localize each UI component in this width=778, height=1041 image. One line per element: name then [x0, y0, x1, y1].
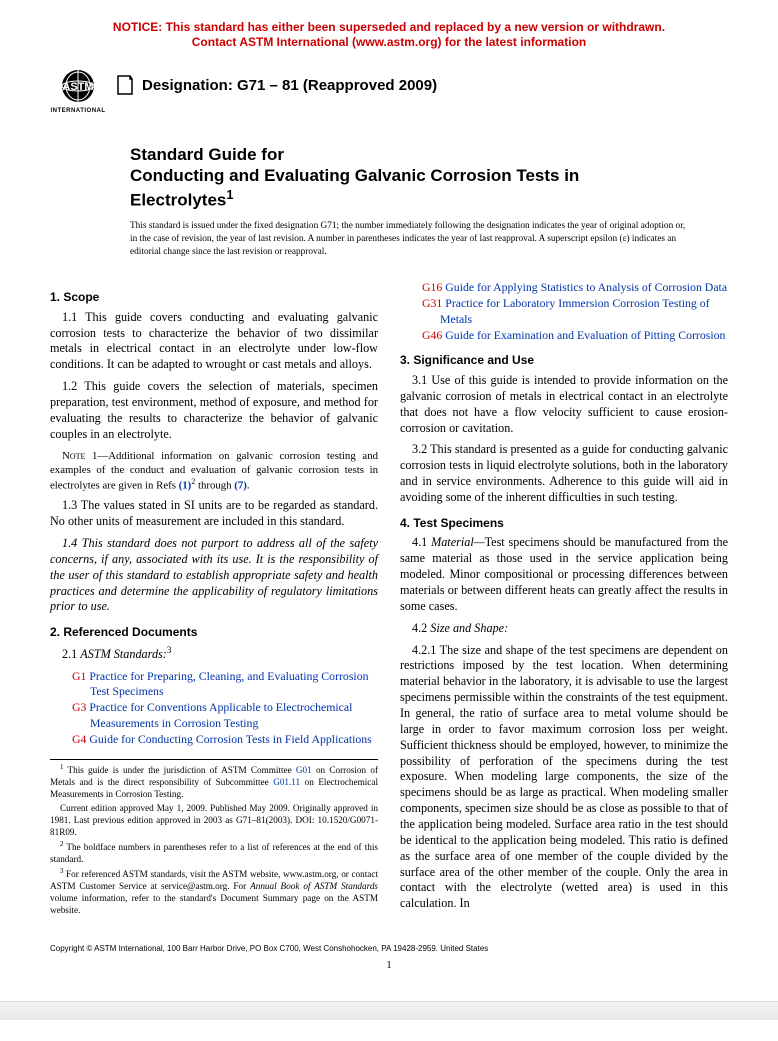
scope-p3: 1.3 The values stated in SI units are to…	[50, 498, 378, 530]
scope-p1: 1.1 This guide covers conducting and eva…	[50, 310, 378, 373]
ref-code[interactable]: G31	[422, 296, 442, 310]
footnote-3: 3 For referenced ASTM standards, visit t…	[50, 868, 378, 917]
refdocs-sub-pre: 2.1	[62, 647, 80, 661]
ref-item: G31 Practice for Laboratory Immersion Co…	[422, 296, 728, 327]
ref-list-b: G16 Guide for Applying Statistics to Ana…	[400, 280, 728, 343]
spec-p3: 4.2.1 The size and shape of the test spe…	[400, 643, 728, 913]
fn3it: Annual Book of ASTM Standards	[250, 881, 378, 891]
note1-ref2[interactable]: (7)	[234, 479, 247, 491]
ref-code[interactable]: G4	[72, 732, 86, 746]
astm-logo: ASTM INTERNATIONAL	[50, 68, 106, 114]
title-super: 1	[226, 187, 233, 202]
fn2: The boldface numbers in parentheses refe…	[50, 842, 378, 864]
ref-code[interactable]: G16	[422, 280, 442, 294]
ref-code[interactable]: G1	[72, 669, 86, 683]
note1-label: Note 1—	[62, 450, 108, 462]
ref-desc[interactable]: Guide for Applying Statistics to Analysi…	[445, 280, 727, 294]
refdocs-sub: 2.1 ASTM Standards:3	[50, 645, 378, 663]
sig-heading: 3. Significance and Use	[400, 353, 728, 369]
title-line-2: Conducting and Evaluating Galvanic Corro…	[130, 166, 579, 185]
title-line-3: Electrolytes	[130, 190, 226, 209]
designation: Designation: G71 – 81 (Reapproved 2009)	[116, 68, 437, 96]
ref-item: G46 Guide for Examination and Evaluation…	[422, 328, 728, 343]
note1-end: .	[247, 479, 250, 491]
body-columns: 1. Scope 1.1 This guide covers conductin…	[50, 280, 728, 919]
page: NOTICE: This standard has either been su…	[0, 0, 778, 1001]
note1-ref1[interactable]: (1)	[179, 479, 192, 491]
ref-desc[interactable]: Practice for Conventions Applicable to E…	[89, 700, 352, 729]
fn1-link-g0111[interactable]: G01.11	[273, 777, 300, 787]
ref-desc[interactable]: Practice for Preparing, Cleaning, and Ev…	[89, 669, 368, 698]
footnote-1: 1 This guide is under the jurisdiction o…	[50, 764, 378, 801]
footnote-2: 2 The boldface numbers in parentheses re…	[50, 841, 378, 866]
fn3b: volume information, refer to the standar…	[50, 893, 378, 915]
scope-p4: 1.4 This standard does not purport to ad…	[50, 536, 378, 615]
fn1a: This guide is under the jurisdiction of …	[63, 765, 295, 775]
ref-code[interactable]: G46	[422, 328, 442, 342]
ref-item: G3 Practice for Conventions Applicable t…	[72, 700, 378, 731]
ref-item: G1 Practice for Preparing, Cleaning, and…	[72, 669, 378, 700]
scope-p2: 1.2 This guide covers the selection of m…	[50, 379, 378, 442]
refdocs-heading: 2. Referenced Documents	[50, 625, 378, 641]
ref-desc[interactable]: Guide for Examination and Evaluation of …	[445, 328, 725, 342]
title-line-1: Standard Guide for	[130, 145, 284, 164]
spec-p1-it: Material—	[431, 535, 485, 549]
note1-mid: through	[195, 479, 234, 491]
spec-p2: 4.2 Size and Shape:	[400, 621, 728, 637]
ref-code[interactable]: G3	[72, 700, 86, 714]
header-row: ASTM INTERNATIONAL Designation: G71 – 81…	[50, 68, 728, 114]
copyright: Copyright © ASTM International, 100 Barr…	[50, 939, 728, 953]
page-number: 1	[50, 959, 728, 971]
notice-line-1: NOTICE: This standard has either been su…	[113, 20, 665, 34]
fn1-link-g01[interactable]: G01	[296, 765, 312, 775]
sig-p1: 3.1 Use of this guide is intended to pro…	[400, 373, 728, 436]
title-block: Standard Guide for Conducting and Evalua…	[130, 144, 728, 210]
refdocs-sub-it: ASTM Standards:	[80, 647, 167, 661]
issued-note: This standard is issued under the fixed …	[130, 220, 728, 258]
bottom-shade	[0, 1001, 778, 1020]
ref-item: G16 Guide for Applying Statistics to Ana…	[422, 280, 728, 295]
ref-desc[interactable]: Guide for Conducting Corrosion Tests in …	[89, 732, 371, 746]
ref-item: G4 Guide for Conducting Corrosion Tests …	[72, 732, 378, 747]
scope-note1: Note 1—Additional information on galvani…	[50, 449, 378, 493]
footnote-1d: Current edition approved May 1, 2009. Pu…	[50, 803, 378, 839]
spec-p1: 4.1 Material—Test specimens should be ma…	[400, 535, 728, 614]
ref-desc[interactable]: Practice for Laboratory Immersion Corros…	[440, 296, 710, 325]
sig-p2: 3.2 This standard is presented as a guid…	[400, 442, 728, 505]
notice-line-2: Contact ASTM International (www.astm.org…	[192, 35, 586, 49]
ref-list-a: G1 Practice for Preparing, Cleaning, and…	[50, 669, 378, 748]
supersede-notice: NOTICE: This standard has either been su…	[50, 20, 728, 50]
svg-text:ASTM: ASTM	[62, 81, 93, 93]
spec-heading: 4. Test Specimens	[400, 516, 728, 532]
designation-icon	[116, 74, 134, 96]
spec-p2-pre: 4.2	[412, 621, 430, 635]
spec-p2-it: Size and Shape:	[430, 621, 508, 635]
spec-p1-pre: 4.1	[412, 535, 431, 549]
logo-intl: INTERNATIONAL	[50, 108, 106, 114]
scope-heading: 1. Scope	[50, 290, 378, 306]
footnotes: 1 This guide is under the jurisdiction o…	[50, 759, 378, 917]
designation-label: Designation: G71 – 81 (Reapproved 2009)	[142, 77, 437, 94]
refdocs-sub-sup: 3	[167, 645, 172, 655]
